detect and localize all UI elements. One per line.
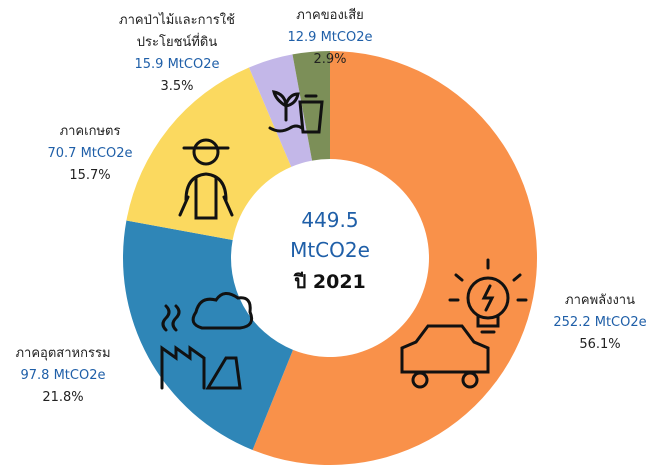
bolt (481, 284, 495, 312)
slice-label: ภาคป่าไม้และการใช้ประโยชน์ที่ดิน 15.9 MtC… (102, 10, 252, 98)
center-label: 449.5 MtCO2e ปี 2021 (250, 205, 410, 299)
farmer-body (178, 146, 234, 220)
bulb-icon (466, 276, 510, 320)
bulb-rays (448, 258, 528, 302)
year: ปี 2021 (294, 271, 366, 293)
slice (123, 220, 293, 450)
emission-label: 97.8 MtCO2e (20, 368, 106, 383)
emission-label: 252.2 MtCO2e (553, 315, 647, 330)
farmer-icon (192, 138, 220, 166)
plant-icon (268, 90, 304, 133)
category-name: ภาคเกษตร (59, 124, 121, 139)
percent-label: 3.5% (160, 79, 194, 94)
slice-label: ภาคเกษตร 70.7 MtCO2e 15.7% (20, 121, 160, 187)
car-icon (400, 324, 490, 374)
waste-icon (298, 94, 324, 134)
cloud-icon (191, 292, 254, 330)
slice-label: ภาคพลังงาน 252.2 MtCO2e 56.1% (540, 290, 660, 356)
factory-icon (160, 345, 242, 390)
percent-label: 2.9% (313, 52, 347, 67)
emission-label: 15.9 MtCO2e (134, 57, 220, 72)
slice (292, 51, 330, 161)
category-name: ภาคอุตสาหกรรม (15, 346, 111, 361)
emission-label: 12.9 MtCO2e (287, 30, 373, 45)
total: 449.5 (301, 208, 359, 232)
slice (252, 51, 537, 465)
slice-label: ภาคของเสีย 12.9 MtCO2e 2.9% (268, 5, 392, 71)
smoke (161, 304, 181, 332)
slice-label: ภาคอุตสาหกรรม 97.8 MtCO2e 21.8% (2, 343, 124, 409)
percent-label: 56.1% (579, 337, 621, 352)
slice (126, 67, 292, 241)
percent-label: 21.8% (42, 390, 84, 405)
wheel (411, 371, 429, 389)
bulb-base (476, 314, 500, 334)
category-name: ภาคป่าไม้และการใช้ประโยชน์ที่ดิน (119, 13, 235, 50)
emission-label: 70.7 MtCO2e (47, 146, 133, 161)
wheel (461, 371, 479, 389)
icons (160, 90, 528, 390)
percent-label: 15.7% (69, 168, 111, 183)
category-name: ภาคพลังงาน (565, 293, 635, 308)
category-name: ภาคของเสีย (296, 8, 364, 23)
slice (248, 54, 313, 167)
total-unit: MtCO2e (290, 238, 370, 262)
